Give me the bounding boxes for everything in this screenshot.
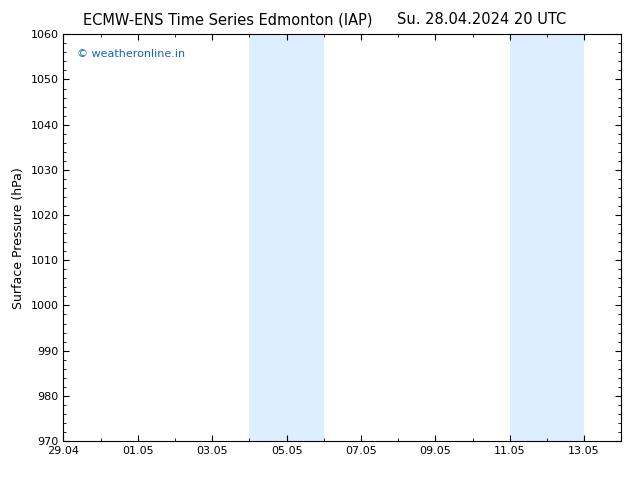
Bar [249, 34, 324, 441]
Text: Su. 28.04.2024 20 UTC: Su. 28.04.2024 20 UTC [398, 12, 566, 27]
Y-axis label: Surface Pressure (hPa): Surface Pressure (hPa) [12, 167, 25, 309]
Text: © weatheronline.in: © weatheronline.in [77, 49, 186, 58]
Bar [510, 34, 584, 441]
Text: ECMW-ENS Time Series Edmonton (IAP): ECMW-ENS Time Series Edmonton (IAP) [84, 12, 373, 27]
